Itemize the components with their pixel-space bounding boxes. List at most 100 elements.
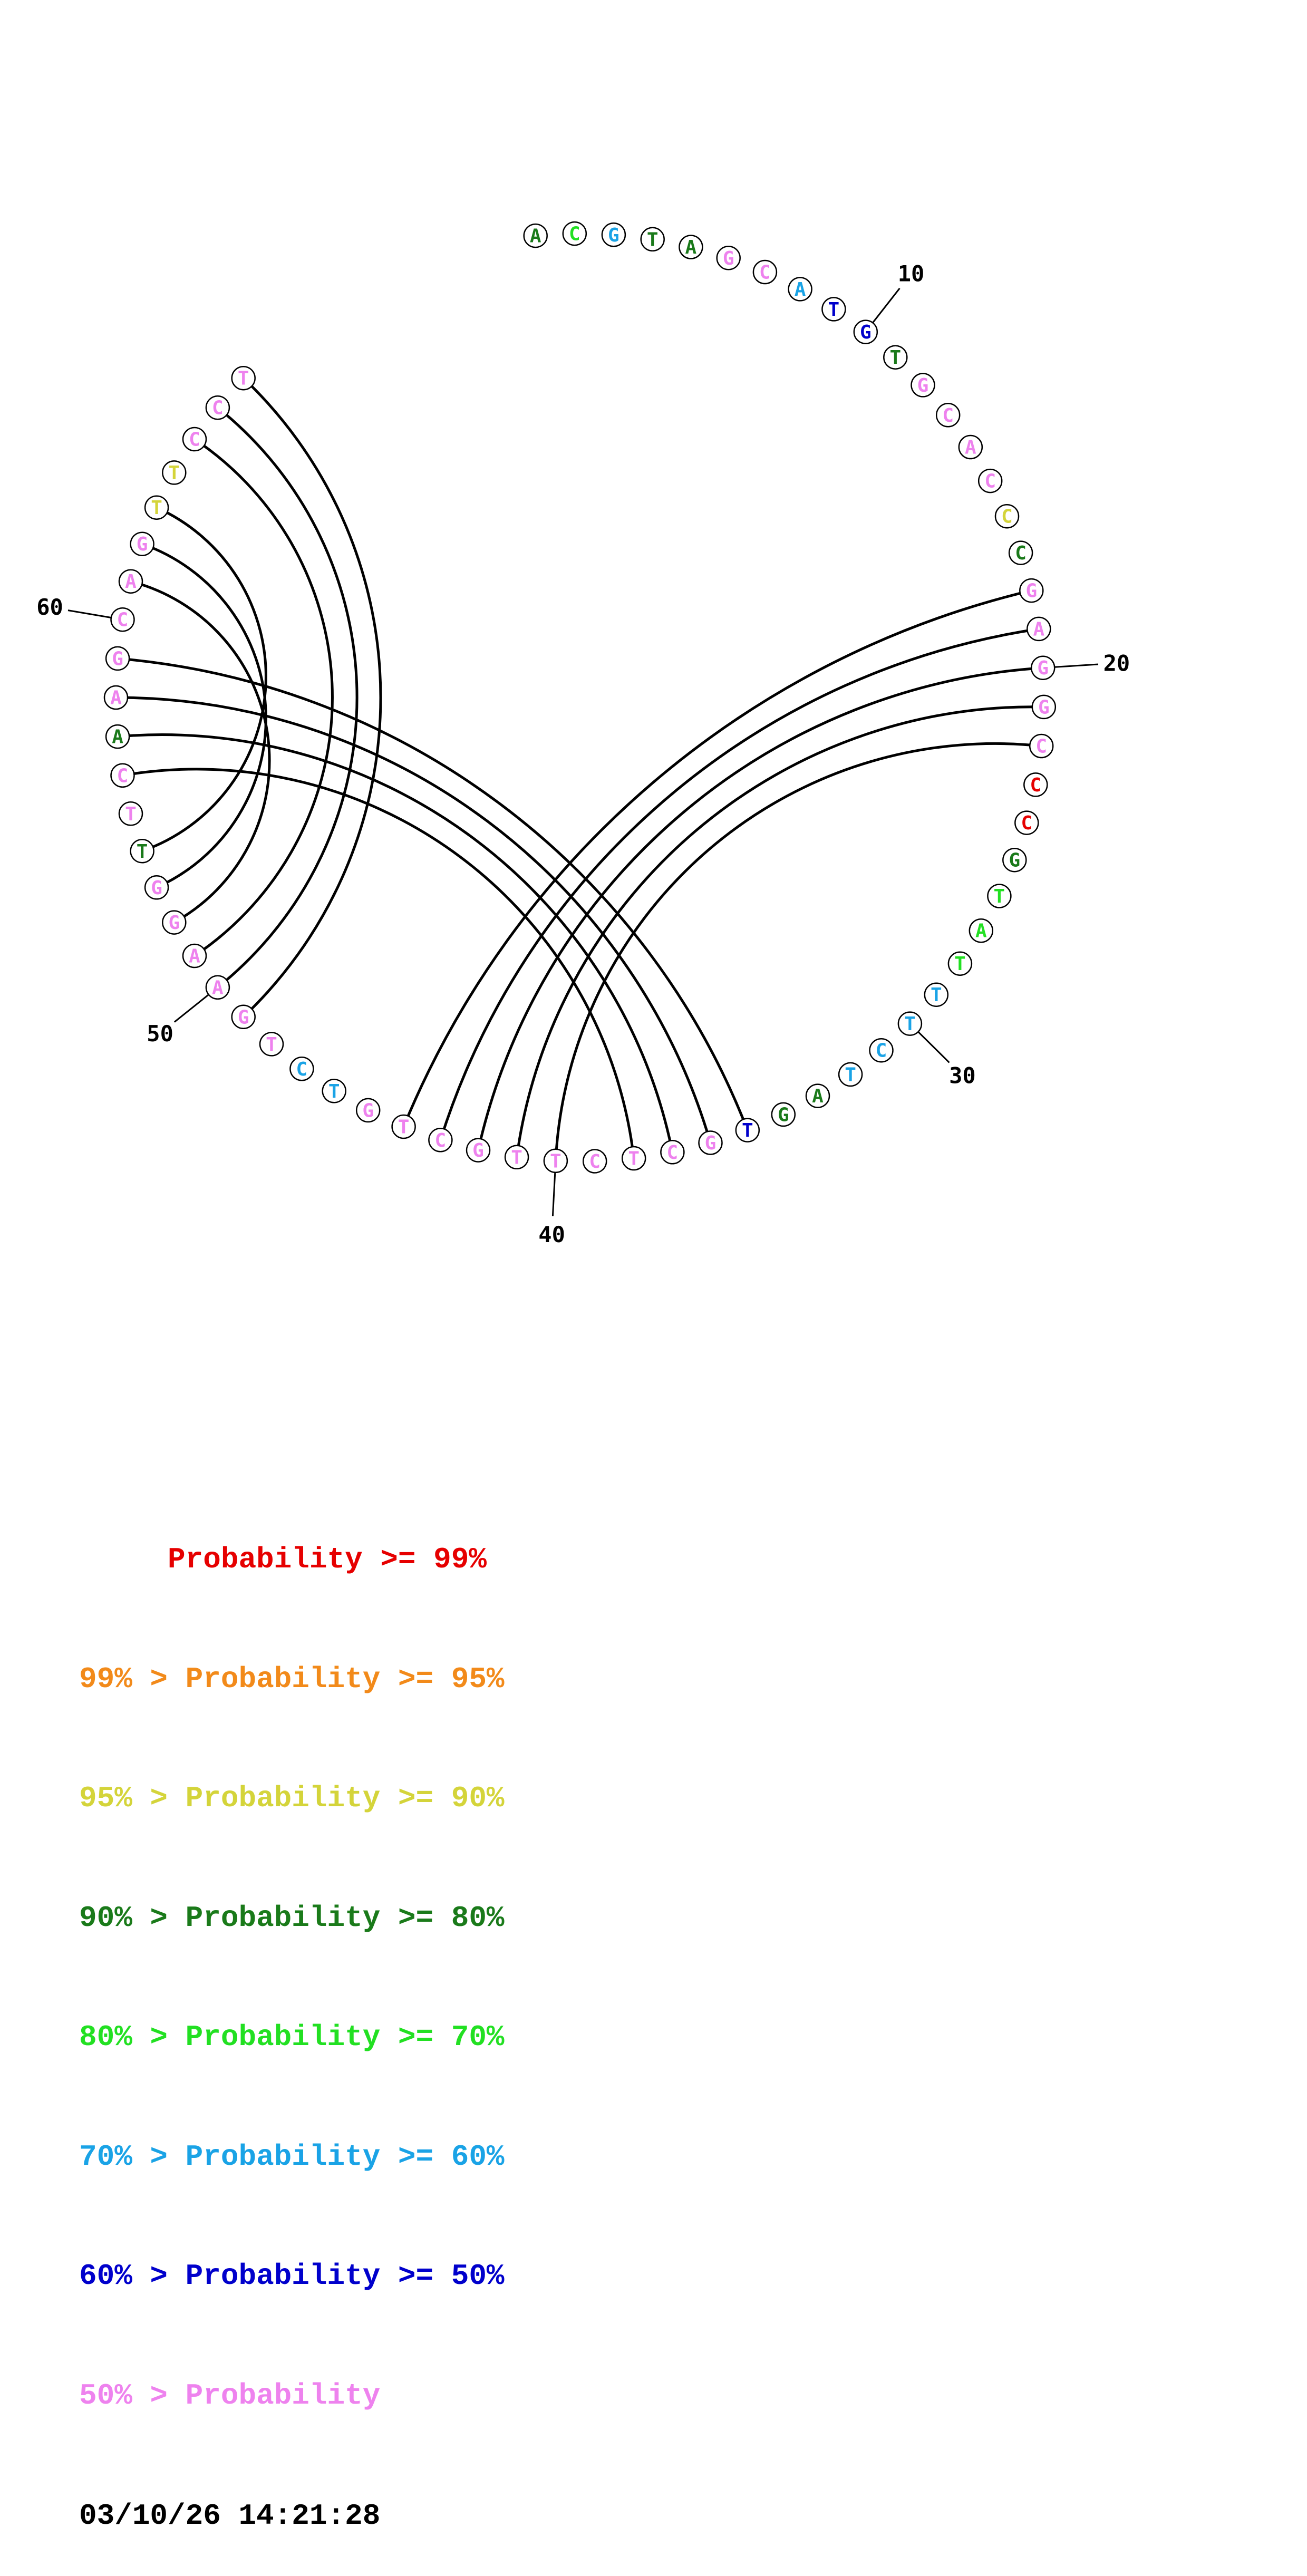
nucleotide-18: G	[1019, 578, 1044, 603]
nucleotide-letter: G	[238, 1006, 249, 1028]
nucleotide-letter: T	[328, 1081, 340, 1102]
nucleotide-23: C	[1023, 772, 1048, 797]
nucleotide-letter: T	[238, 368, 249, 390]
nucleotide-38: T	[621, 1146, 646, 1171]
nucleotide-circle	[1023, 772, 1048, 797]
position-label-60: 60	[36, 594, 63, 620]
nucleotide-51: A	[182, 943, 207, 969]
nucleotide-letter: G	[860, 322, 872, 343]
nucleotide-letter: G	[472, 1140, 484, 1161]
nucleotide-letter: G	[112, 648, 123, 670]
base-pair-18-44	[402, 589, 1032, 1127]
nucleotide-41: T	[504, 1145, 529, 1170]
tick-60	[67, 609, 112, 618]
nucleotide-circle	[231, 1004, 256, 1030]
nucleotide-circle	[231, 365, 256, 391]
nucleotide-55: T	[118, 801, 143, 826]
nucleotide-letter: C	[589, 1151, 601, 1173]
nucleotide-circle	[259, 1032, 284, 1057]
position-ticks: 10 20 30 40 50 60	[36, 261, 1130, 1247]
nucleotide-letter: T	[845, 1064, 856, 1086]
legend-row-95: 99% > Probability >= 95%	[79, 1662, 505, 1696]
nucleotide-17: C	[1008, 540, 1033, 565]
nucleotide-letter: G	[137, 534, 148, 555]
nucleotide-letter: G	[362, 1100, 374, 1121]
nucleotide-letter: C	[117, 609, 129, 631]
position-label-30: 30	[949, 1063, 976, 1089]
base-pair-54-63	[141, 506, 267, 853]
nucleotide-circle	[543, 1148, 568, 1174]
nucleotide-letter: G	[917, 375, 929, 396]
nucleotide-50: A	[205, 975, 230, 1000]
nucleotide-letter: T	[550, 1150, 561, 1172]
nucleotide-letter: T	[647, 229, 659, 250]
nucleotide-31: C	[869, 1038, 894, 1063]
nucleotide-circle	[582, 1149, 607, 1174]
tick-50	[173, 994, 209, 1023]
nucleotide-circle	[679, 235, 703, 259]
nucleotide-circle	[144, 495, 169, 520]
nucleotide-letter: C	[1015, 543, 1027, 564]
nucleotide-37: C	[660, 1140, 685, 1165]
nucleotide-letter: T	[151, 497, 162, 519]
nucleotide-19: A	[1027, 616, 1051, 642]
nucleotide-circle	[640, 227, 665, 252]
nucleotide-14: A	[958, 434, 983, 460]
nucleotide-circle	[391, 1114, 416, 1139]
nucleotide-circle	[103, 685, 129, 710]
nucleotide-circle	[1030, 655, 1056, 680]
nucleotide-circle	[118, 569, 143, 594]
nucleotide-circle	[130, 839, 154, 864]
nucleotide-circle	[869, 1038, 894, 1063]
nucleotide-circle	[1027, 616, 1051, 642]
nucleotide-circle	[504, 1145, 529, 1170]
base-pair-37-57	[117, 733, 674, 1153]
position-label-50: 50	[147, 1021, 173, 1047]
nucleotide-letter: T	[168, 462, 180, 484]
nucleotide-30: T	[897, 1011, 923, 1036]
nucleotide-circle	[182, 427, 207, 452]
nucleotide-ring: A C G T AGCATGTGCACCCGAGGCCCGTATTTCTAGTGCTCT…	[103, 221, 1057, 1174]
nucleotide-circle	[322, 1079, 346, 1103]
nucleotide-39: C	[582, 1149, 607, 1174]
nucleotide-40: T	[543, 1148, 568, 1174]
nucleotide-circle	[621, 1146, 646, 1171]
nucleotide-35: T	[735, 1118, 760, 1142]
nucleotide-45: G	[355, 1098, 381, 1123]
nucleotide-letter: G	[1009, 850, 1020, 871]
nucleotide-letter: A	[125, 571, 137, 593]
nucleotide-letter: C	[296, 1059, 308, 1080]
nucleotide-circle	[969, 918, 994, 943]
nucleotide-circle	[911, 373, 935, 398]
nucleotide-66: C	[205, 395, 230, 420]
nucleotide-5: A	[679, 235, 703, 259]
nucleotide-circle	[428, 1128, 453, 1153]
nucleotide-52: G	[162, 910, 187, 935]
nucleotide-letter: A	[212, 977, 224, 999]
nucleotide-circle	[130, 531, 154, 556]
timestamp: 03/10/26 14:21:28	[79, 2499, 381, 2533]
nucleotide-28: T	[947, 951, 973, 976]
nucleotide-circle	[118, 801, 143, 826]
nucleotide-60: C	[110, 607, 135, 632]
nucleotide-letter: C	[759, 262, 771, 284]
nucleotide-circle	[752, 259, 778, 285]
nucleotide-21: G	[1031, 694, 1057, 720]
base-pair-35-59	[117, 657, 749, 1131]
nucleotide-letter: C	[435, 1130, 447, 1151]
base-pair-20-42	[477, 666, 1043, 1151]
nucleotide-circle	[355, 1098, 381, 1123]
base-pair-52-61	[130, 580, 271, 924]
nucleotide-letter: C	[1001, 506, 1013, 528]
nucleotide-letter: T	[954, 953, 966, 975]
nucleotide-36: G	[698, 1130, 723, 1155]
nucleotide-48: T	[259, 1032, 284, 1057]
tick-20	[1054, 663, 1099, 668]
tick-10	[872, 287, 901, 324]
nucleotide-58: A	[103, 685, 129, 710]
nucleotide-26: T	[987, 884, 1012, 908]
nucleotide-letter: C	[212, 398, 224, 419]
nucleotide-53: G	[144, 875, 169, 900]
nucleotide-16: C	[994, 503, 1020, 529]
